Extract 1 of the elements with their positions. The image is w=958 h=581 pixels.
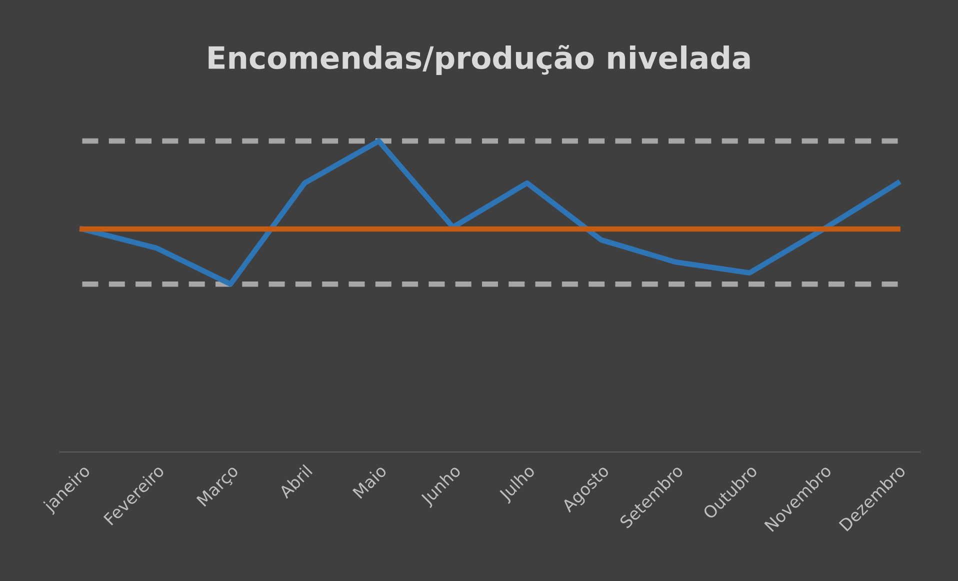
chart-title: Encomendas/produção nivelada <box>208 44 750 76</box>
